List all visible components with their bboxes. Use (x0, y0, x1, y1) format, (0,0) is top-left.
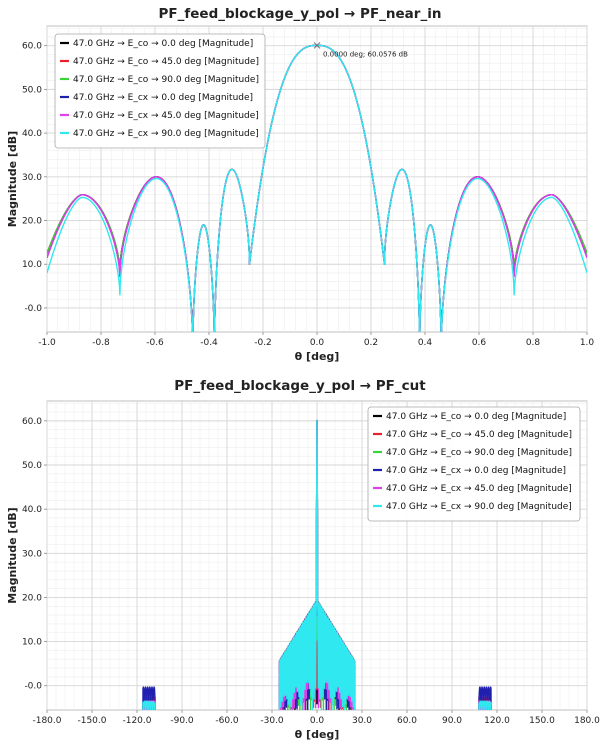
x-tick-label: -90.0 (170, 716, 194, 726)
x-tick-label: -60.0 (215, 716, 239, 726)
annotation-label: 0.0000 deg; 60.0576 dB (323, 50, 408, 58)
x-tick-label: 0.0 (310, 716, 325, 726)
y-tick-label: -0.0 (24, 682, 42, 692)
series-line (142, 419, 492, 710)
chart-title: PF_feed_blockage_y_pol → PF_near_in (158, 6, 442, 22)
annotation-marker (313, 42, 321, 49)
legend: 47.0 GHz → E_co → 0.0 deg [Magnitude] 47.… (367, 406, 581, 522)
chart-plot-near-in: -1.0 -0.8 -0.6 -0.4 -0.2 0.0 0.2 0.4 0.6 0.8 1.0 -0… (6, 25, 595, 363)
x-tick-label: -150.0 (77, 716, 106, 726)
x-tick-label: -1.0 (38, 338, 56, 348)
chart-plot-cut: -180.0 -150.0 -120.0 -90.0 -60.0 -30.0 0.0 30.0… (6, 400, 600, 741)
legend-box (367, 406, 581, 522)
legend-entry: 47.0 GHz → E_co → 0.0 deg [Magnitude] (73, 39, 253, 49)
y-tick-label: 60.0 (22, 417, 42, 427)
y-tick-label: 20.0 (22, 593, 42, 603)
y-tick-label: 10.0 (22, 638, 42, 648)
x-tick-label: 0.4 (418, 338, 433, 348)
y-tick-label: 40.0 (22, 505, 42, 515)
x-tick-label: 0.2 (364, 338, 378, 348)
y-tick-label: 50.0 (22, 461, 42, 471)
x-tick-label: -0.2 (254, 338, 272, 348)
x-axis-label: θ [deg] (295, 728, 340, 741)
series-group (142, 419, 492, 710)
x-tick-label: -120.0 (122, 716, 151, 726)
x-tick-label: 90.0 (442, 716, 462, 726)
chart-title: PF_feed_blockage_y_pol → PF_cut (174, 378, 426, 394)
legend-entry: 47.0 GHz → E_cx → 0.0 deg [Magnitude] (386, 466, 566, 476)
y-axis-label: Magnitude [dB] (6, 507, 19, 603)
x-tick-label: 0.6 (472, 338, 487, 348)
x-tick-label: 120.0 (484, 716, 510, 726)
chart-cut: PF_feed_blockage_y_pol → PF_cut -180.0 -1… (0, 372, 600, 745)
x-tick-label: 60.0 (397, 716, 417, 726)
legend-entry: 47.0 GHz → E_cx → 90.0 deg [Magnitude] (73, 129, 259, 139)
x-tick-label: 1.0 (580, 338, 595, 348)
x-tick-label: 0.8 (526, 338, 541, 348)
legend-entry: 47.0 GHz → E_cx → 45.0 deg [Magnitude] (386, 484, 572, 494)
x-tick-label: -0.6 (146, 338, 164, 348)
x-tick-label: 0.0 (310, 338, 325, 348)
y-tick-label: -0.0 (24, 304, 42, 314)
y-axis-label: Magnitude [dB] (6, 131, 19, 227)
legend: 47.0 GHz → E_co → 0.0 deg [Magnitude] 47.… (54, 33, 266, 149)
y-tick-label: 30.0 (22, 173, 42, 183)
x-tick-label: 30.0 (352, 716, 372, 726)
x-tick-label: -180.0 (32, 716, 61, 726)
x-tick-label: -0.8 (92, 338, 110, 348)
x-tick-label: 150.0 (529, 716, 555, 726)
y-tick-label: 60.0 (22, 42, 42, 52)
x-axis-label: θ [deg] (295, 350, 340, 363)
legend-entry: 47.0 GHz → E_co → 45.0 deg [Magnitude] (73, 57, 259, 67)
y-tick-label: 30.0 (22, 549, 42, 559)
legend-entry: 47.0 GHz → E_cx → 0.0 deg [Magnitude] (73, 93, 253, 103)
x-tick-label: 180.0 (574, 716, 600, 726)
chart-near-in: PF_feed_blockage_y_pol → PF_near_in -1.0… (0, 0, 600, 372)
legend-entry: 47.0 GHz → E_co → 90.0 deg [Magnitude] (73, 75, 259, 85)
x-tick-label: -30.0 (260, 716, 284, 726)
y-tick-label: 40.0 (22, 129, 42, 139)
legend-entry: 47.0 GHz → E_cx → 90.0 deg [Magnitude] (386, 502, 572, 512)
x-tick-label: -0.4 (200, 338, 218, 348)
legend-entry: 47.0 GHz → E_cx → 45.0 deg [Magnitude] (73, 111, 259, 121)
legend-entry: 47.0 GHz → E_co → 0.0 deg [Magnitude] (386, 412, 566, 422)
legend-entry: 47.0 GHz → E_co → 45.0 deg [Magnitude] (386, 430, 572, 440)
y-tick-label: 50.0 (22, 85, 42, 95)
legend-entry: 47.0 GHz → E_co → 90.0 deg [Magnitude] (386, 448, 572, 458)
y-tick-label: 20.0 (22, 217, 42, 227)
legend-box (54, 33, 266, 149)
y-tick-label: 10.0 (22, 260, 42, 270)
